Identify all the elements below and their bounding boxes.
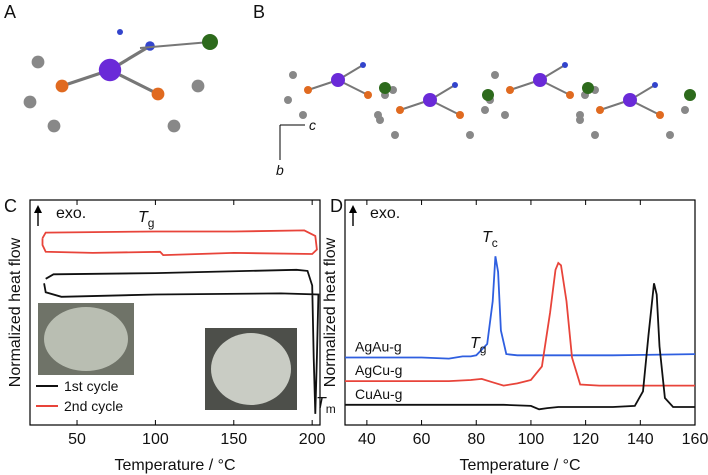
x-tick-label: 40	[358, 431, 376, 448]
annotation-text: exo.	[370, 205, 400, 222]
axis-letter: b	[276, 162, 284, 178]
annotation: Tg	[138, 209, 154, 230]
photo	[38, 303, 297, 410]
series-label: AgAu-g	[355, 339, 402, 355]
annotation-text: exo.	[56, 205, 86, 222]
panel-label: C	[4, 196, 17, 216]
annotation: Tc	[482, 229, 498, 250]
exo-arrow-head	[34, 205, 42, 213]
axis-letter: c	[309, 117, 316, 133]
annotation-text: T	[470, 335, 481, 352]
panel-label: B	[253, 2, 265, 22]
line	[345, 283, 695, 411]
y-axis-label: Normalized heat flow	[7, 237, 24, 387]
x-tick-label: 150	[220, 431, 247, 448]
annotation: exo.	[370, 205, 400, 222]
series-label: CuAu-g	[355, 386, 402, 402]
x-tick-label: 120	[572, 431, 599, 448]
annotation-sub: c	[492, 236, 498, 250]
x-axis-label: Temperature / °C	[459, 457, 580, 474]
annotation-text: T	[138, 209, 149, 226]
y-axis-label: Normalized heat flow	[322, 237, 339, 387]
exo-arrow-head	[349, 205, 357, 213]
line	[345, 256, 696, 360]
annotation-text: T	[482, 229, 493, 246]
x-tick-label: 200	[299, 431, 326, 448]
x-tick-label: 160	[682, 431, 708, 448]
annotation-text: T	[316, 395, 327, 412]
x-tick-label: 80	[467, 431, 485, 448]
structure-b	[279, 61, 696, 160]
annotation: Tg	[470, 335, 486, 356]
x-tick-label: 60	[413, 431, 431, 448]
line	[41, 229, 318, 257]
plot-frame	[344, 199, 696, 426]
x-axis-label: Temperature / °C	[114, 457, 235, 474]
annotation: Tm	[316, 395, 336, 416]
structure-a	[21, 29, 218, 134]
x-tick-label: 100	[142, 431, 169, 448]
x-tick-label: 100	[518, 431, 545, 448]
annotation-sub: g	[148, 216, 155, 230]
panel-label: A	[4, 2, 16, 22]
annotation-sub: g	[480, 342, 487, 356]
x-tick-label: 140	[627, 431, 654, 448]
series-label: AgCu-g	[355, 362, 402, 378]
x-tick-label: 50	[68, 431, 86, 448]
plot-frame	[29, 199, 321, 426]
legend-label: 2nd cycle	[64, 398, 123, 414]
line	[43, 268, 320, 414]
line	[345, 261, 695, 387]
annotation-sub: m	[326, 402, 336, 416]
panel-label: D	[330, 196, 343, 216]
annotation: exo.	[56, 205, 86, 222]
legend-label: 1st cycle	[64, 378, 119, 394]
